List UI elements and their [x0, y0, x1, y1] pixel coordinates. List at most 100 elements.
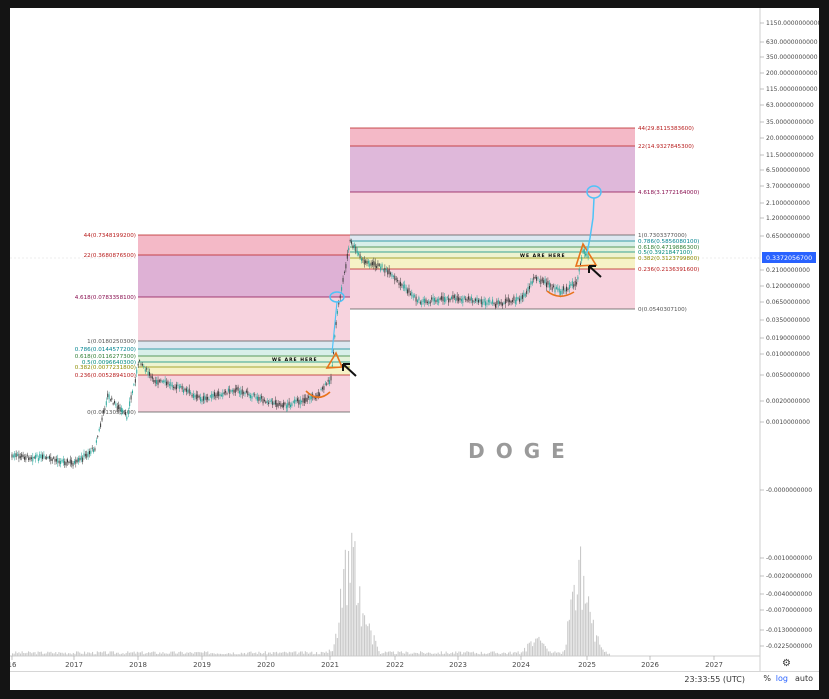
volume-bar — [432, 653, 434, 656]
candle-body — [75, 459, 77, 464]
candle-body — [520, 296, 522, 301]
utc-clock[interactable]: 23:33:55 (UTC) — [684, 675, 745, 684]
volume-bar — [508, 652, 510, 656]
candle-body — [366, 260, 368, 265]
fib-label: 0.618(0.0116277300) — [75, 354, 136, 360]
candle-body — [240, 390, 242, 395]
candle-body — [226, 393, 228, 395]
volume-bar — [511, 654, 513, 656]
chart-frame: 44(0.7348199200) 22(0.3680876500) 4.618(0.… — [10, 8, 819, 690]
candle-body — [373, 260, 375, 266]
fib-label: 0.5(0.0096640300) — [82, 360, 136, 366]
fib-label: 4.618(3.1772164000) — [638, 190, 699, 196]
volume-bar — [64, 652, 66, 656]
volume-bar — [407, 652, 409, 656]
volume-bar — [98, 652, 100, 656]
volume-bar — [455, 651, 457, 656]
candle-body — [108, 394, 110, 400]
candle-body — [504, 298, 506, 304]
candle-body — [26, 454, 28, 456]
volume-bar — [191, 652, 193, 656]
y-tick-label: 0.6500000000 — [766, 233, 810, 240]
volume-bar — [101, 652, 103, 656]
volume-bar — [69, 653, 71, 656]
fib-label: 44(0.7348199200) — [84, 233, 136, 239]
candle-body — [215, 394, 217, 398]
volume-bar — [178, 651, 180, 656]
candle-body — [555, 287, 557, 289]
volume-bar — [239, 654, 241, 656]
volume-bar — [532, 646, 534, 656]
volume-bar — [469, 652, 471, 656]
candle-body — [72, 462, 74, 467]
candle-body — [212, 393, 214, 398]
volume-bar — [87, 652, 89, 656]
log-scale-toggle[interactable]: log — [775, 674, 788, 683]
candle-body — [201, 398, 203, 402]
candle-body — [345, 264, 347, 269]
orange-triangle-1 — [325, 351, 344, 369]
volume-bar — [71, 654, 73, 656]
volume-bar — [548, 651, 550, 656]
fib-label: 0.618(0.4719886300) — [638, 245, 699, 251]
y-tick-label: 0.0010000000 — [766, 419, 810, 426]
candle-body — [12, 455, 14, 457]
volume-bar — [413, 652, 415, 656]
volume-bar — [93, 654, 95, 656]
candle-body — [507, 297, 509, 303]
volume-bar — [176, 653, 178, 656]
volume-bar — [383, 653, 385, 656]
candle-body — [382, 269, 384, 271]
candle-body — [524, 293, 526, 297]
volume-bar — [431, 653, 433, 656]
candle-body — [43, 454, 45, 458]
volume-bar — [536, 638, 538, 656]
candle-body — [470, 296, 472, 301]
volume-bar — [439, 654, 441, 656]
candle-body — [563, 286, 565, 291]
candle-body — [479, 299, 481, 302]
candle-body — [44, 457, 46, 459]
volume-bar — [538, 636, 540, 656]
candle-body — [130, 395, 132, 400]
volume-bar — [602, 649, 604, 656]
volume-bar — [95, 654, 97, 656]
gear-icon[interactable]: ⚙ — [782, 658, 791, 669]
volume-bar — [173, 651, 175, 656]
auto-scale-toggle[interactable]: auto — [794, 674, 813, 683]
fib-label: 1(0.0180250300) — [87, 339, 136, 345]
volume-bar — [240, 652, 242, 656]
price-chart[interactable]: 44(0.7348199200) 22(0.3680876500) 4.618(0.… — [10, 8, 819, 671]
volume-bar — [309, 652, 311, 656]
volume-bar — [322, 652, 324, 656]
volume-bar — [47, 651, 49, 656]
price-axis[interactable]: 1150.0000000000 630.0000000000 350.0000000… — [760, 20, 819, 426]
time-axis[interactable]: 16 2017 2018 2019 2020 2021 2022 2023 2024 2025 20… — [10, 656, 723, 669]
candle-body — [376, 265, 378, 269]
candle-body — [483, 299, 485, 303]
candle-body — [101, 417, 103, 421]
current-price-badge — [762, 252, 816, 263]
candle-body — [385, 268, 387, 271]
candle-body — [33, 457, 35, 459]
candle-body — [570, 283, 572, 286]
candle-body — [285, 405, 287, 409]
volume-bar — [167, 653, 169, 656]
candle-body — [550, 284, 552, 287]
candle-body — [513, 296, 515, 301]
volume-bar — [52, 653, 54, 656]
percent-scale-toggle[interactable]: % — [763, 674, 771, 683]
candle-body — [568, 284, 570, 290]
candle-body — [136, 369, 138, 374]
candle-body — [202, 396, 204, 401]
candle-body — [83, 453, 85, 458]
volume-bar — [274, 652, 276, 656]
candle-body — [472, 300, 474, 303]
candle-body — [475, 298, 477, 301]
volume-bar — [586, 602, 588, 656]
candle-body — [62, 458, 64, 463]
candle-body — [251, 395, 253, 399]
candle-body — [22, 454, 24, 458]
candle-body — [39, 454, 41, 459]
volume-bar — [495, 653, 497, 656]
